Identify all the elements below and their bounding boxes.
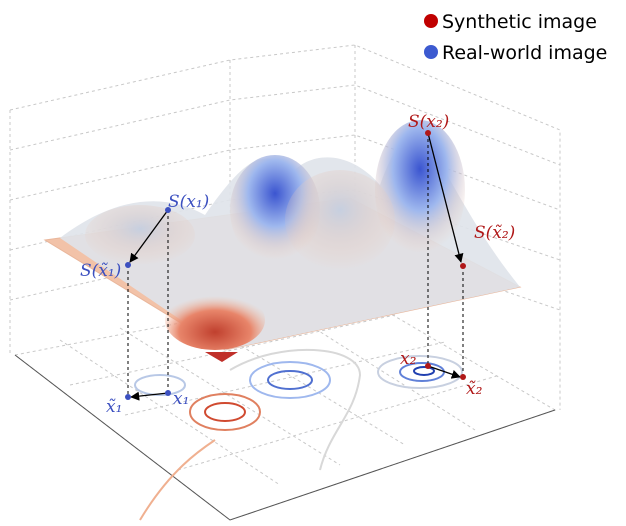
projections <box>127 133 464 397</box>
label: S(x₂) <box>408 112 449 132</box>
label: x̃₁ <box>106 397 122 417</box>
axes-box <box>9 44 561 521</box>
label: x₂ <box>400 349 417 369</box>
legend: Synthetic image Real-world image <box>424 11 607 64</box>
label: S(x₁) <box>168 192 209 212</box>
label: x̃₂ <box>466 379 483 399</box>
contours <box>134 348 463 521</box>
label: x₁ <box>173 389 189 409</box>
legend-label: Synthetic image <box>442 11 597 33</box>
points <box>125 130 466 400</box>
legend-label: Real-world image <box>442 42 607 64</box>
label: S(x̃₁) <box>80 261 121 281</box>
arrows <box>129 132 464 401</box>
label: S(x̃₂) <box>474 223 515 243</box>
surface <box>43 120 522 362</box>
